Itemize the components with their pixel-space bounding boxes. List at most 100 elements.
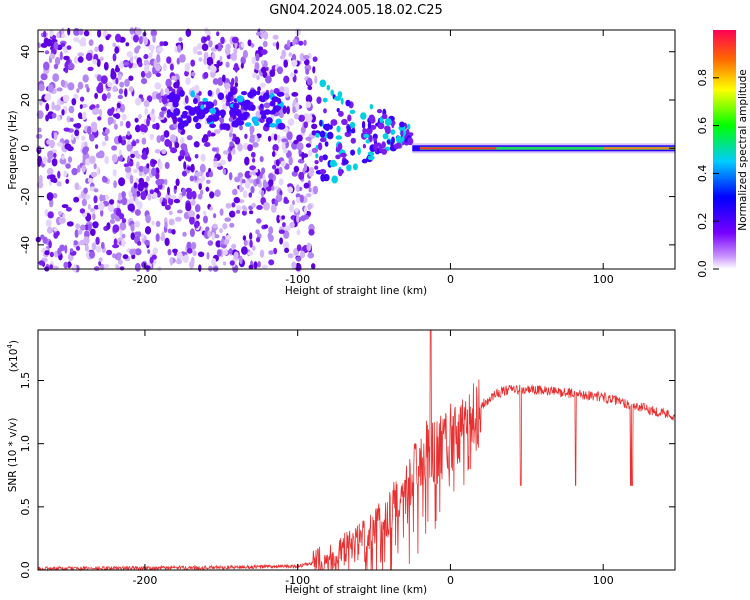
noise-cell bbox=[164, 162, 170, 169]
noise-cell bbox=[287, 183, 294, 189]
noise-cell bbox=[298, 114, 305, 123]
figure-title: GN04.2024.005.18.02.C25 bbox=[269, 3, 443, 18]
noise-cell bbox=[102, 175, 107, 183]
noise-cell bbox=[93, 163, 97, 170]
band-cell bbox=[233, 108, 241, 116]
noise-cell bbox=[263, 201, 270, 211]
noise-cell bbox=[99, 194, 104, 202]
band-cell bbox=[195, 122, 202, 130]
noise-cell bbox=[46, 226, 53, 234]
noise-cell bbox=[46, 167, 54, 176]
noise-cell bbox=[272, 34, 279, 40]
noise-cell bbox=[101, 141, 107, 147]
scatter-cell bbox=[381, 141, 386, 149]
noise-cell bbox=[119, 81, 125, 88]
noise-cell bbox=[92, 107, 99, 116]
noise-cell bbox=[200, 175, 206, 182]
noise-cell bbox=[118, 192, 122, 201]
noise-cell bbox=[112, 224, 120, 233]
noise-cell bbox=[137, 201, 143, 210]
band-cell bbox=[247, 91, 255, 99]
noise-cell bbox=[47, 211, 54, 219]
noise-cell bbox=[49, 198, 54, 208]
scatter-cell bbox=[385, 118, 390, 127]
noise-cell bbox=[311, 123, 318, 130]
noise-cell bbox=[217, 77, 224, 86]
noise-cell bbox=[87, 223, 92, 232]
spectrogram-y-label: Frequency (Hz) bbox=[7, 110, 19, 189]
noise-cell bbox=[287, 186, 294, 193]
noise-cell bbox=[81, 198, 87, 207]
noise-cell bbox=[173, 198, 181, 204]
noise-cell bbox=[107, 81, 113, 88]
noise-cell bbox=[99, 56, 104, 61]
noise-cell bbox=[74, 129, 80, 137]
noise-cell bbox=[257, 261, 261, 268]
band-cell bbox=[174, 97, 180, 103]
band-cell bbox=[202, 97, 208, 102]
noise-cell bbox=[188, 210, 196, 218]
noise-cell bbox=[306, 77, 313, 86]
noise-cell bbox=[161, 231, 165, 240]
scatter-cell bbox=[407, 137, 414, 146]
noise-cell bbox=[137, 240, 142, 246]
noise-cell bbox=[282, 222, 286, 228]
noise-cell bbox=[292, 106, 296, 114]
noise-cell bbox=[208, 40, 213, 48]
scatter-cell bbox=[373, 137, 377, 142]
noise-cell bbox=[203, 56, 208, 65]
noise-cell bbox=[56, 32, 60, 38]
noise-cell bbox=[249, 210, 254, 215]
noise-cell bbox=[276, 214, 281, 224]
noise-cell bbox=[113, 180, 117, 189]
spectrogram-panel: -200 -100 0 100 40 20 0 -20 -40 Height of strai… bbox=[7, 27, 676, 297]
noise-cell bbox=[164, 138, 171, 147]
noise-cell bbox=[306, 242, 312, 252]
noise-cell bbox=[225, 234, 232, 240]
noise-cell bbox=[296, 214, 300, 223]
noise-cell bbox=[229, 210, 236, 218]
noise-cell bbox=[118, 88, 124, 95]
snr-y-label: SNR (10 * v/v) bbox=[7, 418, 19, 493]
noise-cell bbox=[119, 221, 127, 231]
noise-cell bbox=[193, 84, 200, 94]
noise-cell bbox=[288, 52, 293, 57]
noise-cell bbox=[192, 46, 198, 55]
noise-cell bbox=[57, 170, 61, 179]
band-cell bbox=[193, 97, 198, 105]
noise-cell bbox=[155, 64, 162, 72]
noise-cell bbox=[121, 136, 127, 141]
noise-cell bbox=[53, 41, 59, 50]
noise-cell bbox=[150, 45, 154, 54]
noise-cell bbox=[196, 43, 203, 51]
scatter-cell bbox=[390, 129, 396, 135]
noise-cell bbox=[259, 82, 266, 88]
scatter-cell bbox=[396, 142, 402, 149]
noise-cell bbox=[47, 84, 54, 93]
noise-cell bbox=[164, 178, 168, 186]
noise-cell bbox=[197, 251, 205, 258]
noise-cell bbox=[236, 205, 242, 212]
noise-cell bbox=[143, 150, 147, 157]
noise-cell bbox=[305, 68, 310, 75]
noise-cell bbox=[85, 231, 90, 237]
noise-cell bbox=[311, 263, 316, 270]
noise-cell bbox=[172, 115, 178, 124]
snr-series-line bbox=[37, 329, 676, 572]
noise-cell bbox=[189, 175, 195, 182]
band-cell bbox=[181, 120, 189, 127]
colorbar-tick-label: 0.0 bbox=[696, 260, 709, 278]
noise-cell bbox=[279, 55, 285, 60]
noise-cell bbox=[79, 104, 83, 109]
noise-cell bbox=[268, 226, 274, 235]
noise-cell bbox=[185, 77, 191, 85]
noise-cell bbox=[95, 151, 103, 159]
noise-cell bbox=[237, 172, 243, 179]
noise-cell bbox=[79, 208, 86, 214]
noise-cell bbox=[231, 243, 237, 249]
noise-cell bbox=[234, 65, 238, 73]
scatter-cell bbox=[340, 97, 344, 105]
noise-cell bbox=[144, 239, 150, 246]
noise-cell bbox=[312, 56, 318, 62]
noise-cell bbox=[159, 161, 163, 170]
